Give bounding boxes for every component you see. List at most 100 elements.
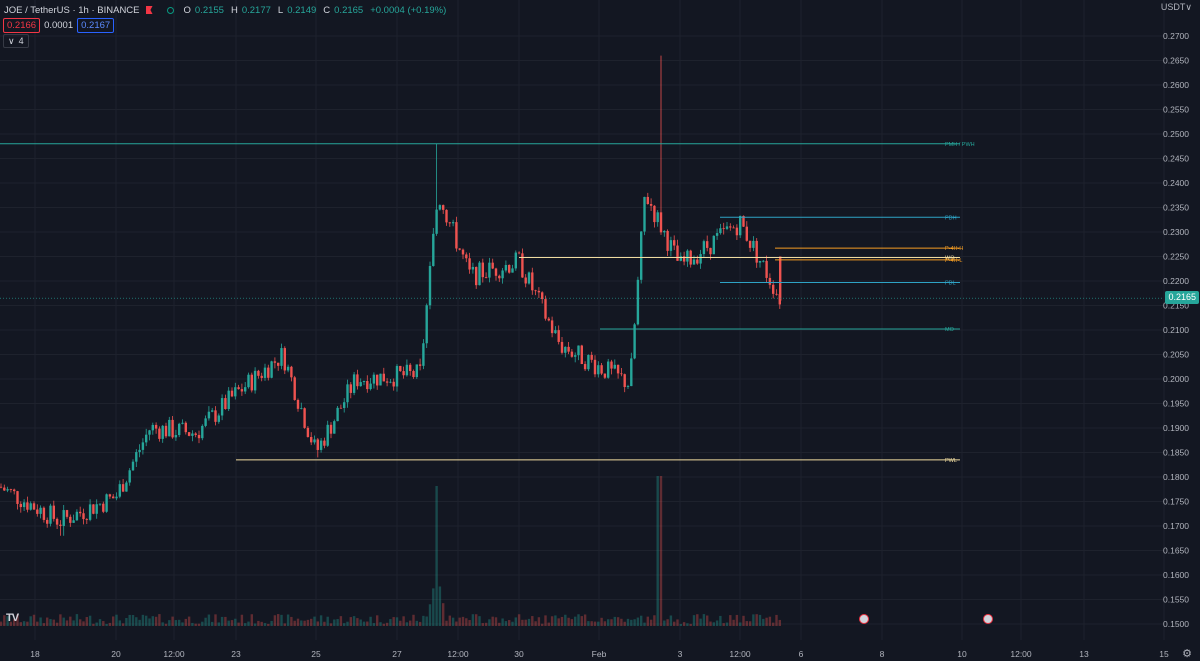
volume-bar bbox=[237, 622, 240, 626]
gear-icon[interactable]: ⚙ bbox=[1182, 648, 1192, 660]
volume-bar bbox=[168, 620, 171, 626]
candle-body bbox=[517, 252, 521, 254]
volume-bar bbox=[574, 616, 577, 626]
buy-price-button[interactable]: 0.2167 bbox=[77, 18, 115, 33]
market-status-icon bbox=[166, 6, 174, 14]
volume-bar bbox=[550, 616, 554, 626]
volume-bar bbox=[725, 622, 729, 626]
volume-bar bbox=[69, 616, 72, 626]
volume-bar bbox=[102, 621, 105, 626]
candle-body bbox=[131, 461, 135, 471]
bid-ask-row: 0.2166 0.0001 0.2167 bbox=[3, 18, 115, 33]
tradingview-logo[interactable]: TV bbox=[6, 612, 19, 624]
volume-bar bbox=[174, 620, 178, 626]
volume-bar bbox=[613, 616, 616, 626]
volume-bar bbox=[161, 622, 164, 626]
candle-body bbox=[214, 410, 217, 422]
volume-bar bbox=[432, 588, 435, 626]
economic-event-icon[interactable] bbox=[859, 614, 869, 624]
candle-body bbox=[590, 354, 593, 360]
candle-body bbox=[187, 432, 191, 436]
volume-bar bbox=[422, 615, 425, 626]
volume-bar bbox=[244, 623, 247, 626]
candle-body bbox=[263, 367, 267, 378]
volume-bar bbox=[758, 614, 762, 626]
volume-bar bbox=[567, 617, 570, 626]
volume-bar bbox=[108, 622, 112, 626]
volume-bar bbox=[220, 616, 224, 626]
volume-bar bbox=[62, 617, 65, 626]
time-tick-label: 12:00 bbox=[447, 649, 469, 659]
candle-body bbox=[402, 371, 405, 376]
volume-bar bbox=[197, 623, 201, 626]
volume-bar bbox=[409, 620, 412, 626]
candle-body bbox=[653, 205, 656, 223]
volume-bar bbox=[765, 617, 768, 626]
currency-selector[interactable]: USDT∨ bbox=[1160, 2, 1192, 12]
candle-body bbox=[329, 424, 333, 434]
candle-body bbox=[395, 365, 399, 387]
candle-body bbox=[768, 277, 772, 285]
volume-bar bbox=[445, 620, 448, 626]
flag-icon[interactable] bbox=[145, 6, 153, 14]
volume-bar bbox=[36, 621, 39, 626]
volume-bar bbox=[171, 616, 174, 626]
volume-bar bbox=[356, 618, 359, 626]
volume-bar bbox=[141, 614, 145, 626]
candle-body bbox=[319, 440, 323, 450]
volume-bar bbox=[293, 620, 296, 626]
volume-bar bbox=[98, 619, 102, 626]
volume-bar bbox=[732, 619, 735, 626]
level-label: P-4H-H bbox=[945, 246, 963, 252]
candle-body bbox=[455, 222, 458, 249]
candle-body bbox=[247, 374, 250, 388]
candle-body bbox=[16, 491, 19, 504]
indicators-toggle[interactable]: ∨ 4 bbox=[3, 34, 29, 48]
volume-bar bbox=[0, 621, 3, 626]
volume-bar bbox=[85, 617, 88, 626]
level-label: P-4H-L bbox=[945, 258, 962, 264]
candle-body bbox=[748, 240, 752, 248]
volume-bar bbox=[154, 616, 158, 626]
candle-body bbox=[620, 373, 623, 375]
volume-bar bbox=[768, 616, 772, 626]
volume-bar bbox=[521, 619, 524, 626]
candle-body bbox=[613, 364, 616, 369]
ohlc-high-value: 0.2177 bbox=[241, 4, 271, 16]
candle-body bbox=[442, 205, 445, 210]
candle-body bbox=[135, 452, 138, 462]
symbol-title[interactable]: JOE / TetherUS · 1h · BINANCE bbox=[4, 4, 140, 16]
time-axis[interactable]: 18 20 12:00 23 25 27 12:00 30 Feb 3 12:00 6 8 10 12:00… bbox=[30, 649, 1169, 659]
volume-bar bbox=[607, 619, 610, 626]
price-tick-label: 0.1500 bbox=[1163, 619, 1189, 629]
candle-body bbox=[88, 504, 92, 520]
economic-event-icon[interactable] bbox=[983, 614, 993, 624]
candle-body bbox=[692, 259, 696, 265]
volume-bar bbox=[399, 620, 402, 626]
volume-bar bbox=[603, 621, 607, 626]
volume-bar bbox=[329, 623, 333, 626]
candle-body bbox=[303, 408, 306, 428]
volume-bar bbox=[55, 622, 59, 626]
price-axis[interactable]: 0.2700 0.2650 0.2600 0.2550 0.2500 0.2450 0.24… bbox=[1163, 31, 1189, 629]
volume-bar bbox=[300, 620, 303, 626]
candle-body bbox=[514, 252, 517, 269]
candle-body bbox=[399, 365, 402, 372]
candle-body bbox=[46, 519, 49, 524]
candle-body bbox=[702, 241, 706, 255]
candle-body bbox=[316, 439, 319, 450]
sell-price-button[interactable]: 0.2166 bbox=[3, 18, 41, 33]
candle-body bbox=[679, 256, 682, 261]
volume-bar bbox=[211, 621, 214, 626]
candle-body bbox=[541, 292, 544, 300]
volume-bar bbox=[461, 616, 465, 626]
volume-bar bbox=[616, 617, 620, 626]
volume-bar bbox=[676, 619, 679, 626]
candle-body bbox=[504, 264, 508, 271]
volume-bar bbox=[29, 616, 32, 626]
candle-body bbox=[432, 233, 435, 266]
chevron-down-icon: ∨ bbox=[8, 36, 15, 46]
